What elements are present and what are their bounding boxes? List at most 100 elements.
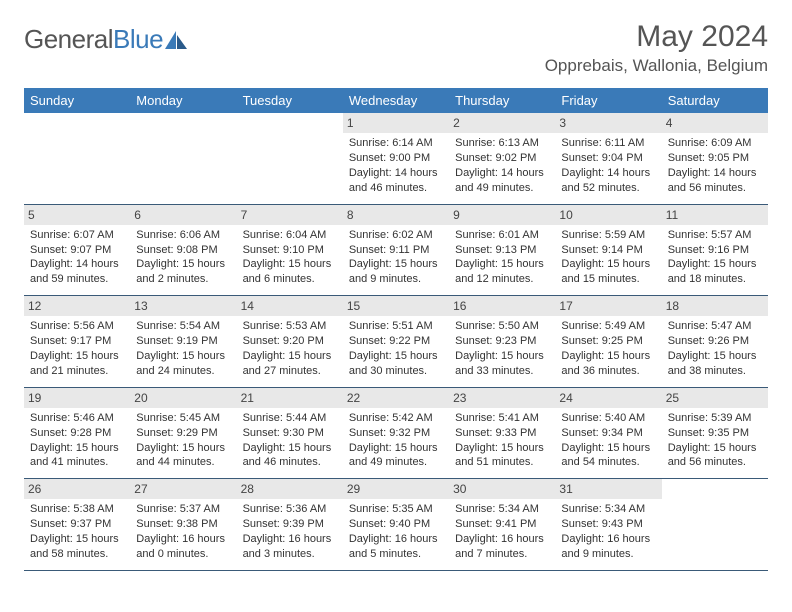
sunrise-text: Sunrise: 6:07 AM (30, 228, 124, 243)
sunset-text: Sunset: 9:26 PM (668, 334, 762, 349)
daylight-text-1: Daylight: 16 hours (561, 532, 655, 547)
day-number: 14 (237, 296, 343, 316)
daylight-text-2: and 36 minutes. (561, 364, 655, 379)
sunset-text: Sunset: 9:05 PM (668, 151, 762, 166)
weekday-header: Wednesday (343, 88, 449, 113)
day-number: 23 (449, 388, 555, 408)
calendar-day-cell: 4Sunrise: 6:09 AMSunset: 9:05 PMDaylight… (662, 113, 768, 204)
day-number: 8 (343, 205, 449, 225)
daylight-text-1: Daylight: 15 hours (30, 532, 124, 547)
sunset-text: Sunset: 9:07 PM (30, 243, 124, 258)
daylight-text-2: and 18 minutes. (668, 272, 762, 287)
calendar-week-row: 12Sunrise: 5:56 AMSunset: 9:17 PMDayligh… (24, 296, 768, 388)
day-number: 10 (555, 205, 661, 225)
daylight-text-1: Daylight: 15 hours (136, 349, 230, 364)
daylight-text-2: and 41 minutes. (30, 455, 124, 470)
calendar-day-cell (24, 113, 130, 204)
daylight-text-1: Daylight: 15 hours (30, 441, 124, 456)
calendar-day-cell: 15Sunrise: 5:51 AMSunset: 9:22 PMDayligh… (343, 296, 449, 388)
calendar-day-cell: 14Sunrise: 5:53 AMSunset: 9:20 PMDayligh… (237, 296, 343, 388)
sunset-text: Sunset: 9:20 PM (243, 334, 337, 349)
weekday-header: Friday (555, 88, 661, 113)
day-number: 2 (449, 113, 555, 133)
sunset-text: Sunset: 9:30 PM (243, 426, 337, 441)
daylight-text-1: Daylight: 15 hours (243, 257, 337, 272)
sunrise-text: Sunrise: 5:49 AM (561, 319, 655, 334)
sunrise-text: Sunrise: 5:34 AM (561, 502, 655, 517)
sunset-text: Sunset: 9:32 PM (349, 426, 443, 441)
sunset-text: Sunset: 9:16 PM (668, 243, 762, 258)
calendar-day-cell: 16Sunrise: 5:50 AMSunset: 9:23 PMDayligh… (449, 296, 555, 388)
daylight-text-1: Daylight: 15 hours (455, 441, 549, 456)
sunrise-text: Sunrise: 6:14 AM (349, 136, 443, 151)
day-number: 28 (237, 479, 343, 499)
calendar-day-cell: 1Sunrise: 6:14 AMSunset: 9:00 PMDaylight… (343, 113, 449, 204)
brand-text: GeneralBlue (24, 24, 163, 55)
calendar-day-cell: 31Sunrise: 5:34 AMSunset: 9:43 PMDayligh… (555, 479, 661, 571)
sunset-text: Sunset: 9:34 PM (561, 426, 655, 441)
weekday-header: Tuesday (237, 88, 343, 113)
sunrise-text: Sunrise: 5:42 AM (349, 411, 443, 426)
sunrise-text: Sunrise: 5:44 AM (243, 411, 337, 426)
sunset-text: Sunset: 9:17 PM (30, 334, 124, 349)
sunrise-text: Sunrise: 5:45 AM (136, 411, 230, 426)
daylight-text-2: and 9 minutes. (561, 547, 655, 562)
calendar-day-cell: 29Sunrise: 5:35 AMSunset: 9:40 PMDayligh… (343, 479, 449, 571)
sunrise-text: Sunrise: 6:06 AM (136, 228, 230, 243)
sunrise-text: Sunrise: 6:01 AM (455, 228, 549, 243)
calendar-day-cell (130, 113, 236, 204)
daylight-text-2: and 44 minutes. (136, 455, 230, 470)
weekday-header: Thursday (449, 88, 555, 113)
day-number: 30 (449, 479, 555, 499)
day-number: 13 (130, 296, 236, 316)
daylight-text-1: Daylight: 14 hours (668, 166, 762, 181)
day-number: 18 (662, 296, 768, 316)
day-number: 17 (555, 296, 661, 316)
sunset-text: Sunset: 9:25 PM (561, 334, 655, 349)
sunrise-text: Sunrise: 5:38 AM (30, 502, 124, 517)
sunset-text: Sunset: 9:19 PM (136, 334, 230, 349)
calendar-week-row: 26Sunrise: 5:38 AMSunset: 9:37 PMDayligh… (24, 479, 768, 571)
day-number: 15 (343, 296, 449, 316)
day-number: 19 (24, 388, 130, 408)
sunset-text: Sunset: 9:02 PM (455, 151, 549, 166)
calendar-day-cell: 13Sunrise: 5:54 AMSunset: 9:19 PMDayligh… (130, 296, 236, 388)
calendar-day-cell: 20Sunrise: 5:45 AMSunset: 9:29 PMDayligh… (130, 387, 236, 479)
daylight-text-2: and 0 minutes. (136, 547, 230, 562)
day-number: 6 (130, 205, 236, 225)
daylight-text-1: Daylight: 15 hours (668, 349, 762, 364)
daylight-text-2: and 5 minutes. (349, 547, 443, 562)
calendar-day-cell: 12Sunrise: 5:56 AMSunset: 9:17 PMDayligh… (24, 296, 130, 388)
daylight-text-1: Daylight: 15 hours (668, 257, 762, 272)
daylight-text-1: Daylight: 15 hours (561, 257, 655, 272)
calendar-day-cell: 8Sunrise: 6:02 AMSunset: 9:11 PMDaylight… (343, 204, 449, 296)
daylight-text-2: and 58 minutes. (30, 547, 124, 562)
brand-part1: General (24, 24, 113, 54)
sunset-text: Sunset: 9:23 PM (455, 334, 549, 349)
calendar-day-cell (237, 113, 343, 204)
day-number: 9 (449, 205, 555, 225)
day-number: 22 (343, 388, 449, 408)
sunset-text: Sunset: 9:08 PM (136, 243, 230, 258)
sunset-text: Sunset: 9:35 PM (668, 426, 762, 441)
sunset-text: Sunset: 9:37 PM (30, 517, 124, 532)
day-number: 11 (662, 205, 768, 225)
daylight-text-2: and 12 minutes. (455, 272, 549, 287)
day-number: 29 (343, 479, 449, 499)
sunrise-text: Sunrise: 5:37 AM (136, 502, 230, 517)
weekday-header: Sunday (24, 88, 130, 113)
sunrise-text: Sunrise: 6:02 AM (349, 228, 443, 243)
calendar-day-cell: 18Sunrise: 5:47 AMSunset: 9:26 PMDayligh… (662, 296, 768, 388)
day-number: 31 (555, 479, 661, 499)
daylight-text-2: and 46 minutes. (349, 181, 443, 196)
daylight-text-1: Daylight: 15 hours (30, 349, 124, 364)
daylight-text-2: and 52 minutes. (561, 181, 655, 196)
daylight-text-1: Daylight: 14 hours (30, 257, 124, 272)
sunset-text: Sunset: 9:00 PM (349, 151, 443, 166)
day-number: 24 (555, 388, 661, 408)
daylight-text-1: Daylight: 15 hours (349, 257, 443, 272)
calendar-day-cell: 25Sunrise: 5:39 AMSunset: 9:35 PMDayligh… (662, 387, 768, 479)
day-number: 7 (237, 205, 343, 225)
calendar-day-cell: 2Sunrise: 6:13 AMSunset: 9:02 PMDaylight… (449, 113, 555, 204)
calendar-day-cell: 9Sunrise: 6:01 AMSunset: 9:13 PMDaylight… (449, 204, 555, 296)
